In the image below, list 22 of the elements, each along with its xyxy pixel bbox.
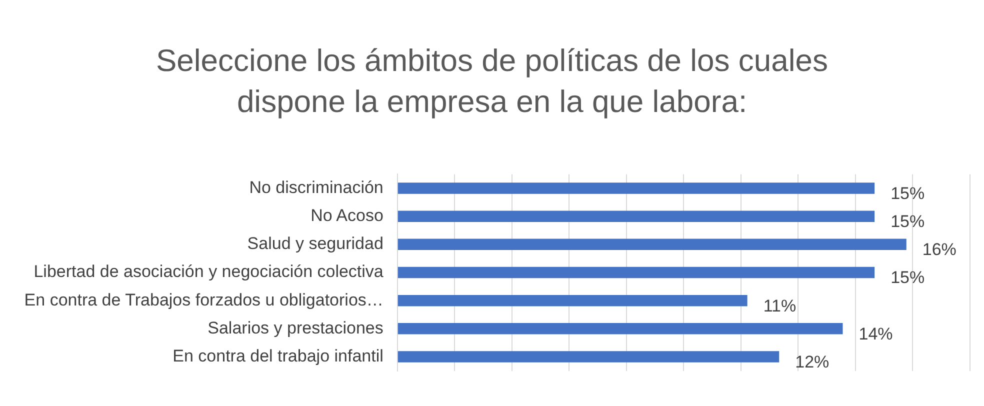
bar [398, 266, 875, 278]
bar [398, 294, 748, 306]
data-label: 11% [763, 296, 796, 316]
bar [398, 210, 875, 222]
y-tick-label: Salarios y prestaciones [208, 318, 384, 338]
y-tick-label: En contra del trabajo infantil [172, 346, 384, 366]
data-label: 16% [922, 240, 956, 260]
y-tick-label: En contra de Trabajos forzados u obligatorios… [24, 290, 384, 310]
y-tick-label: Salud y seguridad [247, 234, 384, 254]
bar [398, 238, 906, 250]
data-label: 15% [890, 212, 925, 232]
bar [398, 351, 780, 362]
y-tick-label: No Acoso [310, 206, 384, 226]
bar [398, 182, 875, 194]
chart-title: Seleccione los ámbitos de políticas de los cuales dispone la empresa en la que labora: [154, 42, 830, 121]
data-label: 15% [890, 268, 925, 288]
data-label: 14% [858, 324, 893, 344]
data-label: 15% [890, 184, 925, 203]
y-tick-label: No discriminación [249, 178, 384, 197]
y-tick-label: Libertad de asociación y negociación colectiva [34, 262, 384, 282]
bar [398, 323, 843, 334]
data-label: 12% [795, 352, 830, 372]
